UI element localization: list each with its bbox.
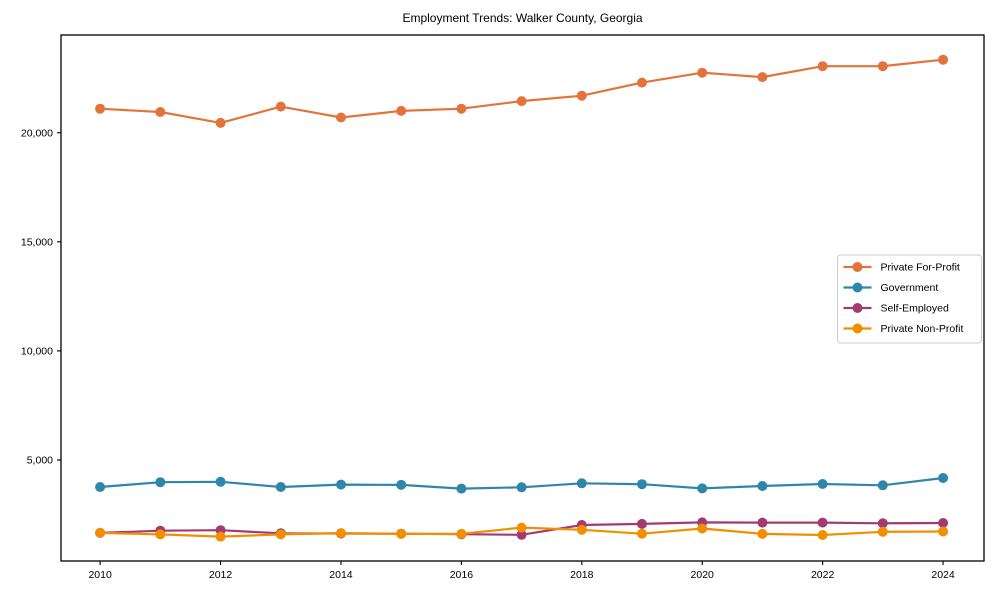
data-point-marker-private-for-profit bbox=[275, 101, 286, 112]
data-point-marker-self-employed bbox=[817, 517, 828, 528]
chart-title: Employment Trends: Walker County, Georgi… bbox=[402, 11, 642, 25]
y-tick-label: 20,000 bbox=[21, 127, 53, 139]
data-point-marker-government bbox=[95, 482, 106, 492]
data-point-marker-government bbox=[336, 479, 346, 490]
data-point-marker-private-non-profit bbox=[757, 528, 768, 539]
legend-label-private-for-profit: Private For-Profit bbox=[881, 262, 960, 274]
data-point-marker-government bbox=[938, 473, 949, 483]
legend-marker-private-for-profit bbox=[852, 262, 863, 272]
data-point-marker-private-for-profit bbox=[817, 61, 828, 72]
data-point-marker-private-for-profit bbox=[877, 61, 888, 72]
legend-box bbox=[837, 254, 982, 344]
data-point-marker-private-non-profit bbox=[155, 529, 166, 540]
data-point-marker-private-non-profit bbox=[877, 526, 888, 537]
data-point-marker-private-for-profit bbox=[697, 67, 708, 78]
data-point-marker-private-non-profit bbox=[275, 529, 286, 540]
x-tick-label: 2014 bbox=[329, 569, 353, 581]
legend-marker-government bbox=[852, 282, 863, 293]
y-tick-label: 5,000 bbox=[27, 455, 53, 467]
data-point-marker-private-for-profit bbox=[938, 54, 949, 65]
plot-area: 5,000 10,000 15,000 20,000 2010 2012 2014 2016 2… bbox=[21, 34, 985, 581]
x-tick-label: 2020 bbox=[691, 569, 715, 581]
data-point-marker-government bbox=[637, 479, 647, 490]
data-point-marker-private-non-profit bbox=[215, 531, 226, 542]
data-point-marker-private-for-profit bbox=[516, 96, 527, 107]
data-point-marker-government bbox=[757, 481, 768, 491]
data-point-marker-private-for-profit bbox=[396, 105, 407, 116]
plot-border bbox=[60, 34, 985, 562]
data-point-marker-private-non-profit bbox=[396, 528, 407, 539]
legend-label-private-non-profit: Private Non-Profit bbox=[881, 323, 964, 335]
data-point-marker-private-for-profit bbox=[155, 107, 166, 117]
x-tick-label: 2018 bbox=[570, 569, 594, 581]
data-point-marker-private-non-profit bbox=[938, 526, 949, 537]
y-tick-label: 10,000 bbox=[21, 346, 53, 358]
data-point-marker-private-for-profit bbox=[637, 77, 647, 88]
data-point-marker-government bbox=[456, 483, 467, 494]
data-point-marker-private-non-profit bbox=[576, 524, 587, 535]
data-point-marker-self-employed bbox=[877, 518, 888, 529]
data-point-marker-government bbox=[275, 482, 286, 492]
data-point-marker-self-employed bbox=[516, 529, 527, 540]
data-point-marker-government bbox=[516, 482, 527, 493]
data-point-marker-private-non-profit bbox=[456, 528, 467, 539]
legend-marker-self-employed bbox=[852, 303, 863, 313]
data-point-marker-government bbox=[877, 480, 888, 491]
y-tick-label: 15,000 bbox=[21, 236, 53, 248]
data-point-marker-government bbox=[697, 483, 708, 494]
series-line-private-for-profit bbox=[100, 58, 944, 125]
data-point-marker-government bbox=[817, 479, 828, 489]
data-point-marker-private-non-profit bbox=[697, 523, 708, 534]
x-tick-label: 2024 bbox=[931, 569, 955, 581]
data-point-marker-private-non-profit bbox=[336, 528, 346, 539]
data-point-marker-government bbox=[576, 478, 587, 489]
data-point-marker-private-non-profit bbox=[95, 527, 106, 538]
data-point-marker-private-non-profit bbox=[637, 528, 647, 539]
x-tick-label: 2012 bbox=[209, 569, 233, 581]
data-point-marker-private-non-profit bbox=[817, 530, 828, 540]
data-point-marker-private-for-profit bbox=[336, 112, 346, 123]
x-tick-label: 2016 bbox=[450, 569, 474, 581]
data-point-marker-private-for-profit bbox=[757, 72, 768, 83]
data-point-marker-private-for-profit bbox=[456, 103, 467, 114]
data-point-marker-self-employed bbox=[637, 518, 647, 529]
legend-label-self-employed: Self-Employed bbox=[881, 303, 949, 315]
data-point-marker-government bbox=[215, 476, 226, 487]
legend-label-government: Government bbox=[881, 282, 939, 294]
data-point-marker-self-employed bbox=[938, 518, 949, 528]
data-point-marker-government bbox=[396, 479, 407, 490]
data-point-marker-private-for-profit bbox=[215, 117, 226, 128]
data-point-marker-self-employed bbox=[757, 517, 768, 528]
legend-marker-private-non-profit bbox=[852, 323, 863, 334]
x-tick-label: 2010 bbox=[88, 569, 112, 581]
data-point-marker-private-for-profit bbox=[576, 90, 587, 101]
data-point-marker-private-non-profit bbox=[516, 522, 527, 533]
data-point-marker-private-for-profit bbox=[95, 103, 106, 114]
data-point-marker-government bbox=[155, 477, 166, 488]
x-tick-label: 2022 bbox=[811, 569, 835, 581]
